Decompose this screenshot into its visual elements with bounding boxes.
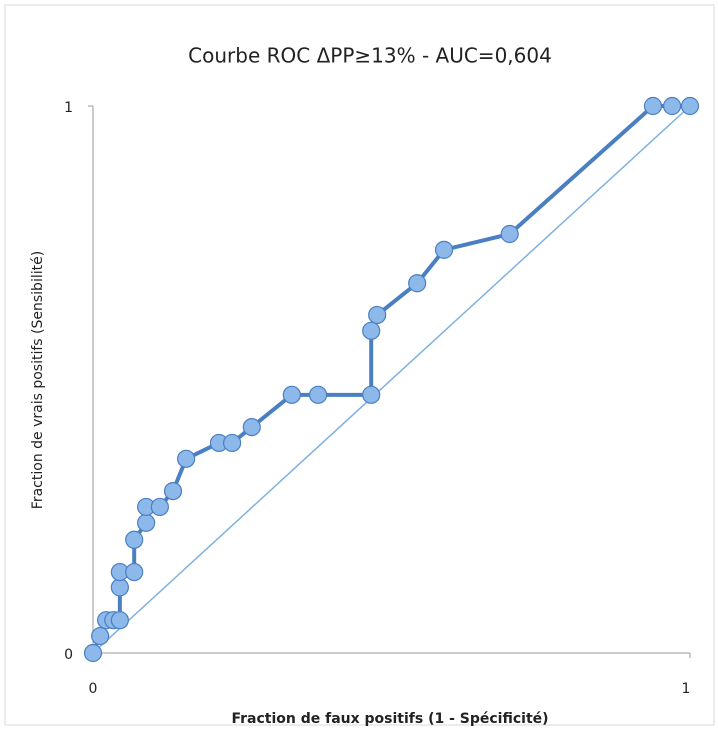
point	[408, 274, 427, 293]
point	[83, 643, 103, 663]
point	[223, 433, 242, 453]
point	[362, 385, 381, 404]
point	[177, 449, 196, 468]
point	[662, 96, 682, 116]
point	[125, 562, 144, 582]
x-axis-label: Fraction de faux positifs (1 - Spécifici…	[231, 711, 548, 727]
point	[434, 240, 454, 259]
chart-frame	[4, 4, 715, 726]
point	[362, 321, 381, 340]
y-tick-label: 0	[64, 647, 73, 663]
point	[110, 611, 129, 630]
point	[282, 385, 301, 404]
point	[242, 417, 261, 437]
point	[500, 224, 519, 244]
point	[150, 497, 169, 517]
point	[643, 96, 663, 116]
point	[680, 96, 700, 116]
point	[163, 481, 183, 501]
x-tick-label: 0	[89, 681, 98, 697]
y-axis-label: Fraction de vrais positifs (Sensibilité)	[30, 251, 46, 509]
point	[125, 530, 144, 549]
y-tick-label: 1	[64, 100, 73, 116]
point	[137, 513, 156, 532]
point	[91, 626, 110, 646]
point	[368, 305, 387, 325]
point	[110, 578, 129, 597]
roc-curve	[91, 104, 690, 654]
chart-title: Courbe ROC ΔPP≥13% - AUC=0,604	[188, 44, 552, 68]
point	[308, 385, 328, 404]
reference-line	[92, 105, 691, 654]
x-tick-label: 1	[682, 681, 691, 697]
